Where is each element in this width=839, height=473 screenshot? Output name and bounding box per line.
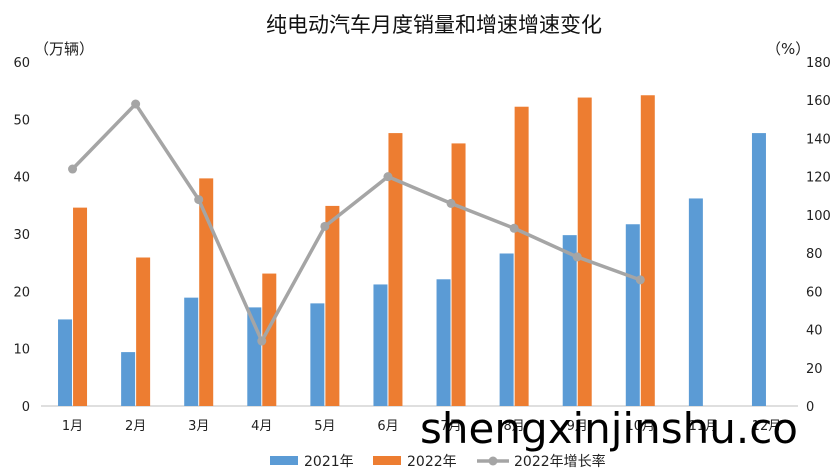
right-tick-label: 60 <box>806 285 823 300</box>
x-category-label: 5月 <box>314 419 335 434</box>
growth-point <box>635 275 645 285</box>
chart-title: 纯电动汽车月度销量和增速增速变化 <box>266 13 602 37</box>
growth-point <box>383 172 393 182</box>
left-tick-label: 20 <box>13 285 30 300</box>
bar-2021 <box>373 284 388 406</box>
x-category-label: 11月 <box>689 419 719 434</box>
right-tick-label: 120 <box>806 171 831 186</box>
left-tick-label: 0 <box>22 400 30 415</box>
growth-point <box>320 221 330 231</box>
bar-2021 <box>688 198 703 406</box>
left-tick-label: 40 <box>13 171 30 186</box>
right-tick-label: 180 <box>806 56 831 71</box>
bar-2021 <box>751 133 766 407</box>
growth-point <box>194 195 204 205</box>
left-tick-label: 50 <box>13 113 30 128</box>
right-axis-unit: （%） <box>766 40 810 58</box>
bar-2021 <box>184 297 199 406</box>
bar-2022 <box>73 207 88 406</box>
bar-2021 <box>625 224 640 406</box>
growth-line <box>68 99 645 346</box>
left-tick-label: 10 <box>13 343 30 358</box>
watermark-text: shengxinjinshu.co <box>420 404 798 453</box>
bar-2022 <box>325 205 340 406</box>
bar-2022 <box>514 106 529 406</box>
growth-point <box>572 252 582 262</box>
x-category-label: 12月 <box>752 419 782 434</box>
bar-2021 <box>436 279 451 406</box>
left-tick-label: 30 <box>13 228 30 243</box>
legend: 2021年 2022年 2022年增长率 <box>270 453 606 470</box>
bar-2022 <box>262 273 277 406</box>
growth-point <box>446 198 456 208</box>
x-category-label: 6月 <box>377 419 398 434</box>
x-category-label: 1月 <box>62 419 83 434</box>
x-category-label: 2月 <box>125 419 146 434</box>
left-axis-unit: （万辆） <box>34 40 94 58</box>
axes: 0 10 20 30 40 50 60 0 20 40 60 80 100 120 140 160 180 1月 2… <box>13 56 830 434</box>
growth-point <box>257 336 267 346</box>
bar-2022 <box>199 178 214 406</box>
right-tick-label: 0 <box>806 400 814 415</box>
bar-2021 <box>121 352 136 406</box>
growth-line-path <box>71 102 641 343</box>
bars <box>58 95 766 407</box>
legend-label-2021: 2021年 <box>304 454 354 470</box>
right-tick-label: 100 <box>806 209 831 224</box>
x-category-label: 3月 <box>188 419 209 434</box>
left-tick-label: 60 <box>13 56 30 71</box>
x-category-label: 9月 <box>567 419 588 434</box>
right-tick-label: 40 <box>806 324 823 339</box>
bar-2022 <box>451 143 466 406</box>
x-category-label: 8月 <box>503 419 524 434</box>
bar-2022 <box>388 133 403 407</box>
x-category-label: 10月 <box>626 419 656 434</box>
legend-label-2022: 2022年 <box>407 454 457 470</box>
right-tick-label: 20 <box>806 362 823 377</box>
legend-swatch-2022 <box>373 456 401 465</box>
right-tick-label: 140 <box>806 132 831 147</box>
bar-2022 <box>136 257 151 406</box>
growth-point <box>509 223 519 233</box>
legend-swatch-2021 <box>270 456 298 465</box>
legend-label-growth: 2022年增长率 <box>514 453 606 470</box>
bar-2021 <box>310 303 325 406</box>
bar-2021 <box>562 235 577 406</box>
right-tick-label: 160 <box>806 94 831 109</box>
growth-point <box>68 164 78 174</box>
bar-2022 <box>577 97 592 407</box>
bar-2021 <box>58 319 73 406</box>
right-tick-label: 80 <box>806 247 823 262</box>
x-category-label: 4月 <box>251 419 272 434</box>
growth-point <box>131 99 141 109</box>
x-category-label: 7月 <box>440 419 461 434</box>
bar-2022 <box>640 95 655 407</box>
bar-2021 <box>499 253 514 406</box>
legend-marker-growth <box>488 456 498 466</box>
